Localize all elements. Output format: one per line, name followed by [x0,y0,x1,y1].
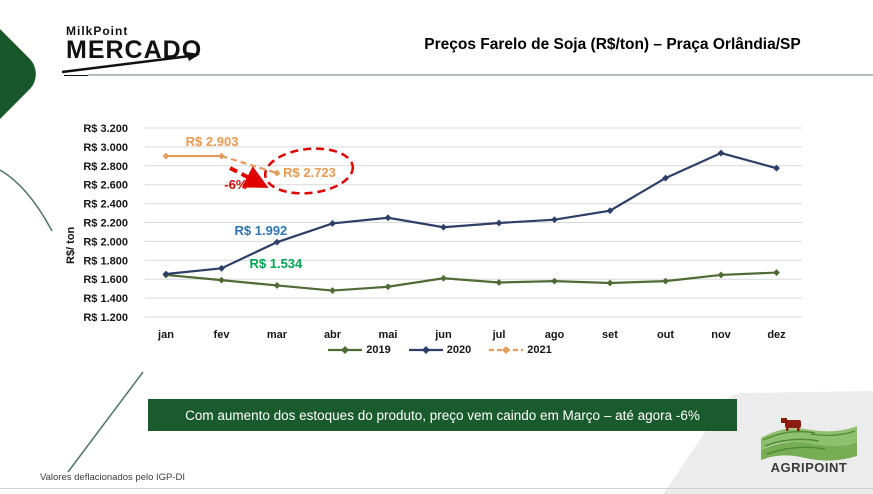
point-label: -6% [224,177,248,192]
legend-item-2019: 2019 [328,344,391,356]
legend-swatch-2021 [489,346,524,354]
y-tick-label: R$ 2.600 [83,180,128,192]
chart-canvas: R$ 3.200 R$ 3.000 R$ 2.800 R$ 2.600 R$ 2.400… [65,123,802,341]
agripoint-field-icon [761,426,857,461]
data-point-marker [384,283,392,291]
series-lines [162,149,780,294]
deflation-footnote: Valores deflacionados pelo IGP-DI [40,472,186,483]
data-point-marker [273,238,281,246]
point-label: R$ 1.992 [235,223,288,238]
corner-accent-shape [0,0,45,149]
y-tick-label: R$ 2.000 [83,236,128,248]
chart-legend: 2019 2020 2021 [60,344,820,356]
header-divider [88,74,873,76]
data-point-marker [273,282,281,289]
y-tick-label: R$ 1.200 [83,312,128,324]
x-axis-label: jun [434,329,452,341]
legend-label: 2020 [446,344,472,356]
agripoint-cow-icon [781,418,801,431]
x-axis-label: out [657,329,674,341]
agripoint-wordmark: AGRIPOINT [771,460,848,475]
point-label: R$ 2.903 [186,134,239,149]
x-axis-label: fev [214,329,231,341]
y-tick-label: R$ 3.200 [83,123,128,135]
y-tick-label: R$ 3.000 [83,142,128,154]
x-axis-label: abr [324,329,342,341]
data-point-marker [440,274,447,282]
x-axis-label: jul [492,329,506,341]
data-point-marker [218,276,225,284]
data-point-marker [384,214,392,222]
y-tick-label: R$ 1.600 [83,274,128,286]
legend-swatch-2020 [408,346,443,354]
data-point-marker [606,207,614,215]
x-axis-label: dez [767,329,786,341]
logo-arrow-icon [62,52,200,76]
legend-label: 2019 [366,344,391,356]
data-point-marker [273,169,281,177]
point-label: R$ 2.723 [283,165,336,180]
data-point-marker [495,279,503,286]
data-point-marker [551,216,558,224]
x-axis-label: mar [267,329,288,341]
drop-arrow-annotation [229,166,269,188]
agripoint-logo: AGRIPOINT [761,418,857,475]
data-point-marker [662,277,669,285]
y-axis-title: R$/ ton [65,226,77,264]
data-point-marker [329,220,336,227]
data-point-marker [717,271,725,279]
legend-label: 2021 [527,344,552,356]
x-axis-labels: jan fev mar abr mai jun jul ago set out nov dez [157,329,786,341]
x-axis-label: jan [157,329,174,341]
logo-milkpoint-text: MilkPoint [66,24,129,38]
legend-swatch-2019 [328,346,363,354]
deco-diagonal [67,371,144,473]
data-point-marker [773,269,780,276]
data-point-marker [551,277,558,285]
price-line-chart: R$ 3.200 R$ 3.000 R$ 2.800 R$ 2.600 R$ 2.400… [60,112,820,347]
legend-item-2021: 2021 [489,344,552,356]
legend-item-2020: 2020 [408,344,472,356]
y-axis-tick-labels: R$ 3.200 R$ 3.000 R$ 2.800 R$ 2.600 R$ 2.400… [83,123,128,324]
point-label: R$ 1.534 [250,256,304,271]
data-point-marker [662,174,669,182]
x-axis-label: ago [545,329,565,341]
data-point-marker [162,152,170,160]
data-point-marker [162,270,170,278]
deco-curve [0,169,53,232]
data-point-marker [717,149,725,157]
data-point-marker [218,264,225,272]
data-point-marker [495,219,503,227]
insight-banner-text: Com aumento dos estoques do produto, pre… [185,407,700,423]
point-labels: R$ 2.903 R$ 2.723 -6% R$ 1.992 R$ 1.534 [186,134,336,271]
x-axis-label: set [602,329,618,341]
data-point-marker [440,223,447,231]
data-point-marker [329,287,336,294]
y-tick-label: R$ 2.400 [83,199,128,211]
series-line-2020 [165,151,777,276]
x-axis-label: mai [379,329,398,341]
y-tick-label: R$ 2.800 [83,161,128,173]
page-title: Preços Farelo de Soja (R$/ton) – Praça O… [424,36,801,53]
insight-banner: Com aumento dos estoques do produto, pre… [148,399,737,431]
bottom-divider [0,488,873,489]
milkpoint-mercado-logo: MilkPoint MERCADO [62,24,206,76]
y-tick-label: R$ 1.800 [83,255,128,267]
series-line-2019 [165,271,777,292]
y-tick-label: R$ 1.400 [83,293,128,305]
highlight-ellipse-annotation [263,147,355,195]
data-point-marker [606,279,614,287]
data-point-marker [218,152,225,160]
y-tick-label: R$ 2.200 [83,218,128,230]
x-axis-label: nov [711,329,731,341]
